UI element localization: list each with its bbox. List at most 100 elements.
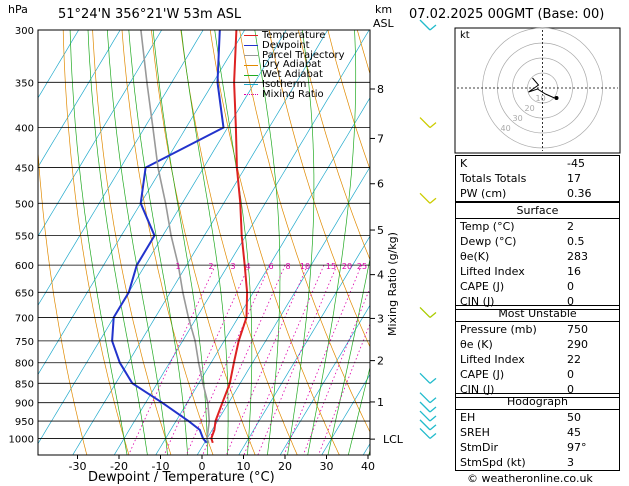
surface-row: Lifted Index 16 <box>456 264 619 279</box>
most-unstable-row: CIN (J) 0 <box>456 382 619 397</box>
surface-row-value: 16 <box>567 265 581 278</box>
wet-adiabat-line <box>347 366 370 455</box>
pressure-tick-label: 850 <box>15 379 34 390</box>
indices-row: K -45 <box>456 156 619 171</box>
dry-adiabat-line <box>38 146 88 455</box>
mixing-ratio-label: 3 <box>230 262 235 271</box>
mixing-ratio-label: 8 <box>285 262 290 271</box>
mixing-ratio-line <box>243 265 325 455</box>
hodograph-table-row-value: 3 <box>567 456 574 469</box>
mixing-ratio-label: 20 <box>342 262 352 271</box>
pressure-unit-label: hPa <box>8 3 28 16</box>
mixing-ratio-line <box>128 265 216 455</box>
wet-adiabat-line <box>327 257 370 455</box>
wind-barb <box>419 392 431 404</box>
legend-item: Temperature <box>244 31 345 41</box>
asl-label: ASL <box>373 17 394 30</box>
legend-swatch <box>244 74 258 76</box>
hodograph-table-row-label: StmDir <box>460 441 499 454</box>
x-axis-title: Dewpoint / Temperature (°C) <box>88 470 275 485</box>
x-tick-label: 0 <box>199 460 206 473</box>
legend-item: Dewpoint <box>244 40 345 51</box>
x-tick-label: 30 <box>320 460 334 473</box>
pressure-tick-label: 500 <box>15 199 34 210</box>
dry-adiabat-line <box>180 30 298 455</box>
dry-adiabat-line <box>239 30 370 433</box>
dry-adiabat-line <box>327 30 370 171</box>
surface-row-value: 2 <box>567 220 574 233</box>
wind-barb-flag <box>429 406 437 413</box>
most-unstable-row: Lifted Index 22 <box>456 352 619 367</box>
km-tick-label: 7 <box>377 132 384 145</box>
mixing-ratio-label: 4 <box>245 262 250 271</box>
most-unstable-row: CAPE (J) 0 <box>456 367 619 382</box>
indices-row: PW (cm) 0.36 <box>456 186 619 201</box>
isotherm-line <box>38 30 121 168</box>
most-unstable-row-value: 0 <box>567 383 574 396</box>
isotherm-line <box>38 30 162 237</box>
surface-row: Dewp (°C) 0.5 <box>456 234 619 249</box>
pressure-tick-label: 1000 <box>9 434 34 445</box>
pressure-tick-label: 800 <box>15 359 34 370</box>
wind-barb-flag <box>429 122 437 129</box>
hodograph-kt-label: kt <box>460 30 470 41</box>
hodograph-ring-label: 40 <box>501 124 511 133</box>
pressure-tick-label: 900 <box>15 399 34 410</box>
x-tick-label: 20 <box>278 460 292 473</box>
indices-row-value: 17 <box>567 172 581 185</box>
isotherm-line <box>72 30 328 455</box>
surface-row-label: CIN (J) <box>460 295 495 308</box>
most-unstable-title: Most Unstable <box>456 306 619 322</box>
wind-barb-flag <box>429 197 437 204</box>
legend-label: Parcel Trajectory <box>262 49 345 61</box>
wind-barb <box>419 401 431 413</box>
mixing-ratio-line <box>257 265 338 455</box>
isotherm-line <box>321 373 370 455</box>
hodograph-table-row: SREH 45 <box>456 425 619 440</box>
isotherm-line <box>38 30 245 376</box>
dry-adiabat-line <box>92 30 172 455</box>
hodograph-table: Hodograph EH 50 SREH 45 StmDir 97° StmSpd (kt)… <box>455 393 620 471</box>
legend-label: Mixing Ratio <box>262 88 324 100</box>
chart-legend: Temperature Dewpoint Parcel Trajectory Dry … <box>244 31 345 100</box>
pressure-tick-label: 750 <box>15 337 34 348</box>
mixing-ratio-label: 1 <box>175 262 180 271</box>
surface-row-value: 0 <box>567 280 574 293</box>
legend-label: Dry Adiabat <box>262 59 322 71</box>
legend-swatch <box>244 94 258 96</box>
pressure-tick-label: 950 <box>15 417 34 428</box>
indices-row-label: K <box>460 157 468 170</box>
km-tick-label: LCL <box>383 433 404 446</box>
surface-row: Temp (°C) 2 <box>456 219 619 234</box>
most-unstable-row-value: 0 <box>567 368 574 381</box>
wind-barb <box>419 372 431 384</box>
most-unstable-table: Most Unstable Pressure (mb) 750 θe (K) 290 L… <box>455 305 620 398</box>
surface-row: θe(K) 283 <box>456 249 619 264</box>
hodograph-table-row-value: 97° <box>567 441 587 454</box>
indices-row: Totals Totals 17 <box>456 171 619 186</box>
km-tick-label: 1 <box>377 396 384 409</box>
hodograph-table-row-value: 45 <box>567 426 581 439</box>
wind-barb <box>419 19 431 31</box>
wind-barb-flag <box>429 24 437 31</box>
pressure-tick-label: 400 <box>15 124 34 135</box>
surface-title: Surface <box>456 203 619 219</box>
wind-barb-flag <box>429 415 437 422</box>
x-tick-label: -10 <box>152 460 170 473</box>
dry-adiabat-line <box>268 30 370 348</box>
hodograph-table-row-label: SREH <box>460 426 490 439</box>
mixing-ratio-label: 2 <box>208 262 213 271</box>
hodograph-ring-label: 10 <box>536 94 546 103</box>
most-unstable-row-label: CAPE (J) <box>460 368 505 381</box>
most-unstable-row-label: Pressure (mb) <box>460 323 537 336</box>
most-unstable-row: Pressure (mb) 750 <box>456 322 619 337</box>
credit-footer: © weatheronline.co.uk <box>467 472 593 485</box>
isotherm-line <box>155 97 370 455</box>
km-tick-label: 2 <box>377 355 384 368</box>
mixing-ratio-line <box>318 322 370 455</box>
surface-row-label: CAPE (J) <box>460 280 505 293</box>
parcel-trajectory-line <box>140 30 211 444</box>
most-unstable-row-value: 750 <box>567 323 588 336</box>
hodograph-trace <box>528 77 555 99</box>
